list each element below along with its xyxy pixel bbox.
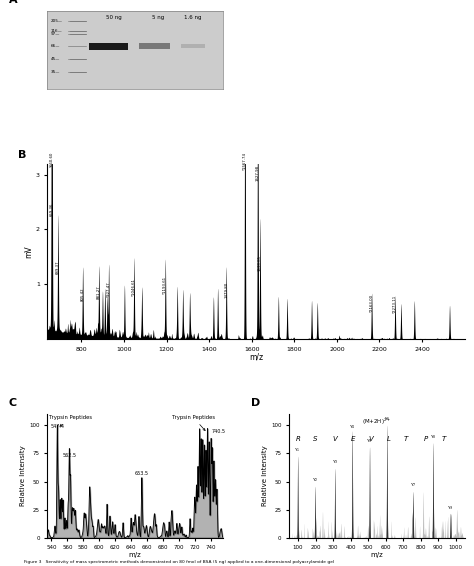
Text: 653.5: 653.5 <box>135 471 149 476</box>
Y-axis label: Relative Intensity: Relative Intensity <box>20 445 27 506</box>
Text: 740.5: 740.5 <box>211 430 226 434</box>
Text: B: B <box>18 150 27 160</box>
Text: 116—: 116— <box>51 29 63 33</box>
Text: Y$_8$: Y$_8$ <box>430 433 436 440</box>
Text: Y$_3$: Y$_3$ <box>332 458 338 466</box>
Text: 45—: 45— <box>51 57 60 61</box>
Text: 805.42: 805.42 <box>81 288 84 301</box>
Text: Figure 3   Sensitivity of mass spectrometric methods demonstrated on 80 fmol of : Figure 3 Sensitivity of mass spectrometr… <box>24 560 334 564</box>
Text: *2163.00: *2163.00 <box>370 294 374 312</box>
Text: 35—: 35— <box>51 70 60 74</box>
Text: *927.47: *927.47 <box>107 281 110 297</box>
Text: 5 ng: 5 ng <box>152 15 164 20</box>
Text: R: R <box>296 436 301 442</box>
Text: S: S <box>313 436 318 442</box>
Text: V: V <box>332 436 337 442</box>
Bar <box>90 42 128 50</box>
Text: Y$_5$: Y$_5$ <box>366 437 373 445</box>
Text: 659.36: 659.36 <box>49 203 54 216</box>
Bar <box>138 44 170 49</box>
Text: Y$_4$: Y$_4$ <box>349 423 356 431</box>
Y-axis label: mV: mV <box>24 245 33 258</box>
Text: Y$_2$: Y$_2$ <box>312 477 318 484</box>
Text: Trypsin Peptides: Trypsin Peptides <box>172 415 215 431</box>
Text: T: T <box>404 436 408 442</box>
Text: Y$_6$: Y$_6$ <box>383 415 390 423</box>
Text: Y$_1$: Y$_1$ <box>294 447 301 454</box>
Text: L: L <box>386 436 390 442</box>
X-axis label: m/z: m/z <box>249 353 263 362</box>
X-axis label: m/z: m/z <box>128 552 141 558</box>
Text: D: D <box>251 398 260 408</box>
Text: 97—: 97— <box>51 32 60 36</box>
Text: 689.37: 689.37 <box>56 260 60 274</box>
Text: P: P <box>424 436 428 442</box>
Text: Y$_9$: Y$_9$ <box>447 504 454 512</box>
Text: *2273.11: *2273.11 <box>393 295 397 313</box>
Text: *1046.61: *1046.61 <box>132 278 136 295</box>
Text: E: E <box>351 436 356 442</box>
Text: V: V <box>368 436 373 442</box>
Text: *660.60: *660.60 <box>50 152 54 167</box>
Text: 562.5: 562.5 <box>62 453 76 458</box>
Text: (M+2H)$^{2+}$: (M+2H)$^{2+}$ <box>362 417 392 427</box>
Text: 881.27: 881.27 <box>97 286 101 299</box>
Text: A: A <box>9 0 18 5</box>
X-axis label: m/z: m/z <box>371 552 383 558</box>
Text: 1479.80: 1479.80 <box>224 282 228 298</box>
Text: 205—: 205— <box>51 19 63 23</box>
Text: T: T <box>441 436 446 442</box>
Text: 1638.65: 1638.65 <box>258 255 262 271</box>
Y-axis label: Relative Intensity: Relative Intensity <box>262 445 268 506</box>
Text: 547.4: 547.4 <box>50 424 64 428</box>
Bar <box>181 44 205 48</box>
Text: 50 ng: 50 ng <box>106 15 122 20</box>
Text: *1193.61: *1193.61 <box>163 276 167 294</box>
Text: *1567.74: *1567.74 <box>243 152 247 170</box>
Text: 1627.98: 1627.98 <box>255 165 260 181</box>
Text: 1.6 ng: 1.6 ng <box>184 15 201 20</box>
Text: 66—: 66— <box>51 44 60 48</box>
Text: C: C <box>9 398 17 408</box>
Text: Trypsin Peptides: Trypsin Peptides <box>49 415 92 426</box>
Text: Y$_7$: Y$_7$ <box>410 482 416 490</box>
